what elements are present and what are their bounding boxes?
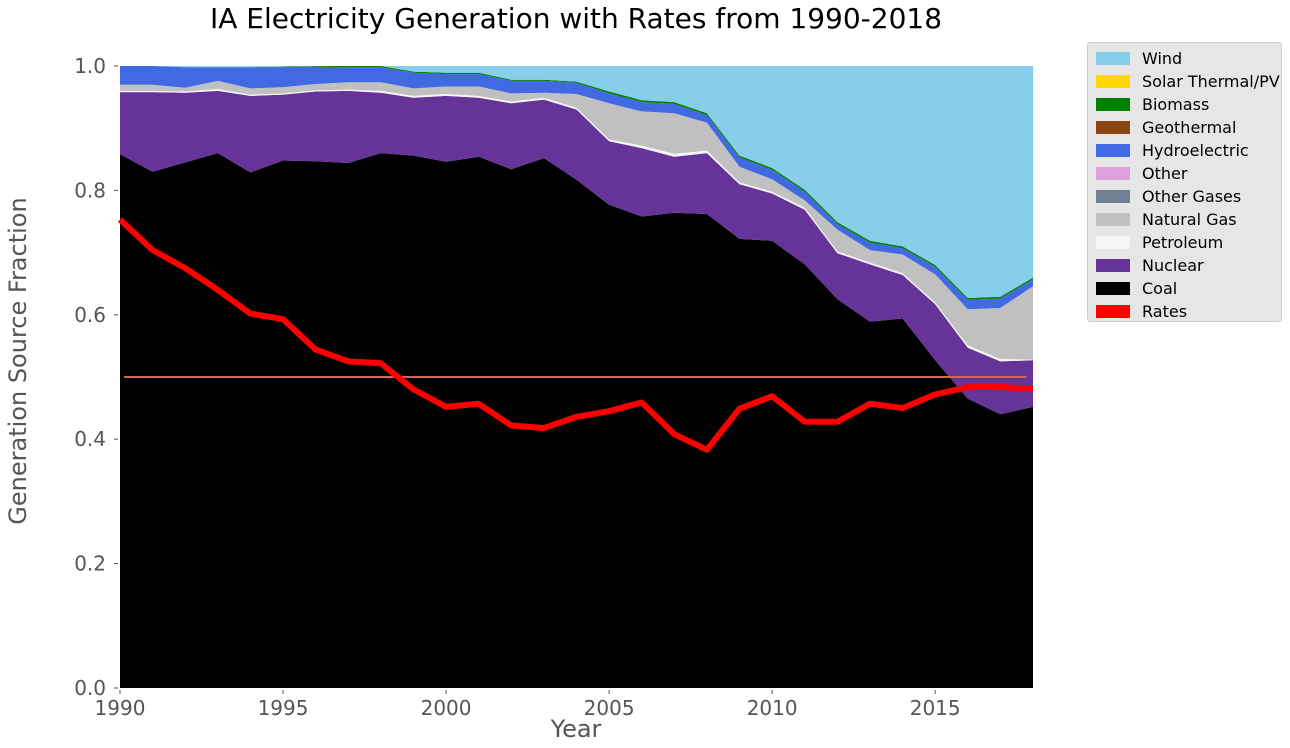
x-axis-label: Year [550,715,602,743]
legend-item-wind: Wind [1096,48,1182,68]
legend-item-coal: Coal [1096,278,1177,298]
y-axis-label: Generation Source Fraction [4,197,32,524]
legend-swatch [1096,212,1130,226]
y-tick-label: 0.2 [74,552,106,576]
legend-swatch [1096,235,1130,249]
x-tick-label: 1995 [258,696,309,720]
legend-swatch [1096,166,1130,180]
legend-swatch [1096,97,1130,111]
x-tick-label: 1990 [95,696,146,720]
legend-label: Rates [1142,301,1188,321]
legend-label: Other Gases [1142,186,1242,206]
y-tick-label: 0.6 [74,303,106,327]
legend-label: Other [1142,163,1188,183]
legend-item-other: Other [1096,163,1187,183]
legend-swatch [1096,281,1130,295]
legend-item-natural-gas: Natural Gas [1096,209,1237,229]
legend-label: Solar Thermal/PV [1142,71,1280,91]
legend-swatch [1096,304,1130,318]
legend-swatch [1096,51,1130,65]
legend-item-solar-thermal-pv: Solar Thermal/PV [1096,71,1280,91]
x-tick-label: 2000 [421,696,472,720]
legend-label: Natural Gas [1142,209,1237,229]
legend-swatch [1096,120,1130,134]
legend-swatch [1096,258,1130,272]
stacked-area-layer [120,66,1033,689]
y-tick-label: 0.0 [74,676,106,700]
area-nuclear [120,90,1033,415]
x-tick-label: 2005 [584,696,635,720]
legend-label: Wind [1142,48,1183,68]
legend-swatch [1096,74,1130,88]
legend-swatch [1096,143,1130,157]
legend-label: Hydroelectric [1142,140,1249,160]
legend-label: Biomass [1142,94,1210,114]
chart-title: IA Electricity Generation with Rates fro… [210,2,942,35]
y-tick-label: 1.0 [74,54,106,78]
y-tick-label: 0.4 [74,427,106,451]
legend: Wind Solar Thermal/PV Biomass Geothermal Hyd… [1087,42,1282,322]
legend-item-petroleum: Petroleum [1096,232,1223,252]
area-wind [120,66,1033,298]
legend-label: Petroleum [1142,232,1224,252]
x-tick-label: 2015 [910,696,961,720]
rates-line [117,217,1034,453]
legend-label: Coal [1142,278,1178,298]
y-tick-label: 0.8 [74,178,106,202]
legend-item-hydroelectric: Hydroelectric [1096,140,1249,160]
legend-item-nuclear: Nuclear [1096,255,1204,275]
legend-swatch [1096,189,1130,203]
axis-layer: 0.0 0.2 0.4 0.6 0.8 1.0 1990 1995 2000 2005 2010 20… [74,54,960,720]
legend-item-biomass: Biomass [1096,94,1209,114]
legend-item-other-gases: Other Gases [1096,186,1241,206]
legend-label: Nuclear [1142,255,1204,275]
legend-item-rates: Rates [1096,301,1187,321]
legend-item-geothermal: Geothermal [1096,117,1236,137]
line-layer [117,217,1034,453]
x-tick-label: 2010 [747,696,798,720]
area-coal [120,153,1033,689]
legend-label: Geothermal [1142,117,1237,137]
